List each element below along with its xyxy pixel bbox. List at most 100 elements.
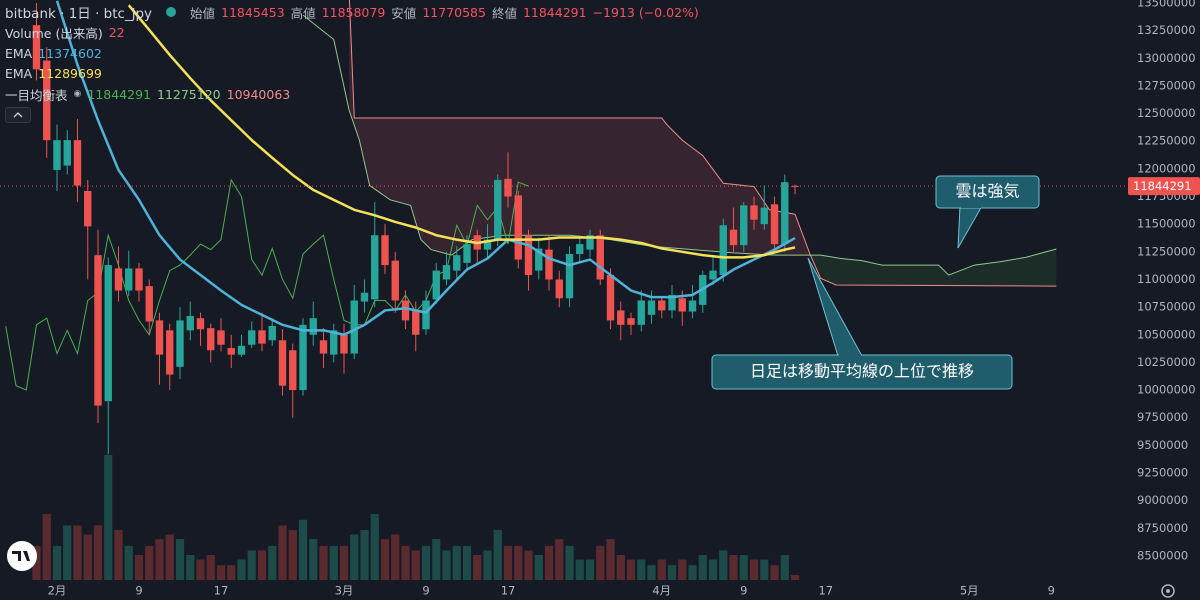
candle-body [606, 275, 615, 321]
y-tick-label: 10250000 [1137, 355, 1196, 369]
x-tick-label: 9 [135, 584, 142, 598]
volume-bar [339, 545, 349, 580]
lagging-span-line [5, 178, 529, 391]
candle-body [627, 318, 635, 325]
candle-body [135, 268, 143, 291]
candle-body [494, 179, 502, 240]
volume-bar [503, 545, 513, 580]
settings-gear[interactable] [1161, 584, 1175, 598]
volume-bar [155, 539, 164, 580]
legend-row: 一目均衡表 ◉ 11844291 11275120 10940063 [5, 84, 699, 105]
y-tick-label: 13250000 [1137, 23, 1196, 37]
ohlc-value: 11845453 [221, 4, 285, 20]
candle-body [514, 195, 522, 260]
candle-body [688, 300, 697, 312]
x-tick-label: 9 [740, 584, 747, 598]
candle-body [422, 300, 430, 330]
volume-bar [104, 454, 113, 580]
candle-body [32, 25, 41, 70]
volume-bar [739, 554, 748, 580]
candle-body [84, 190, 92, 227]
volume-bar [626, 559, 636, 580]
y-tick-label: 9750000 [1137, 410, 1188, 424]
span-a-line [302, 14, 1057, 276]
candle-body [299, 324, 307, 391]
volume-bar [749, 559, 759, 580]
volume-bar [124, 545, 133, 580]
volume-bar [114, 529, 123, 580]
logo-mark [12, 551, 30, 561]
y-tick-label: 13000000 [1137, 51, 1196, 65]
candle-body [432, 270, 440, 300]
volume-bar [237, 559, 246, 580]
header-row: bitbank · 1日 · btc_jpy 始値 11845453 高値 1185… [5, 2, 699, 23]
volume-bar [493, 529, 502, 580]
volume-bar [32, 545, 41, 580]
candle-body [309, 318, 317, 335]
candle-body [145, 286, 153, 322]
y-tick-label: 8750000 [1137, 521, 1188, 535]
y-tick-label: 12250000 [1137, 134, 1196, 148]
candle-body [401, 300, 410, 321]
settings-icon[interactable] [1161, 584, 1175, 598]
x-tick-label: 17 [818, 584, 833, 598]
y-tick-label: 10000000 [1137, 383, 1196, 397]
candle-body [258, 330, 266, 344]
volume-bar [657, 559, 666, 580]
axes: 8500000 8750000 9000000 9250000 9500000 97500… [48, 0, 1200, 598]
y-tick-label: 9500000 [1137, 438, 1188, 452]
volume-bar [462, 545, 472, 580]
legend-row: EMA 11374602 [5, 43, 699, 64]
ema-line [55, 0, 796, 337]
candle-body [576, 244, 584, 255]
candle-body [729, 229, 738, 246]
callout-joint [839, 354, 861, 357]
volume-bar [708, 559, 718, 580]
volume-bar [442, 550, 451, 580]
chevron[interactable] [13, 111, 23, 118]
logo-badge [7, 541, 37, 571]
volume-bar [432, 539, 441, 580]
logo [7, 541, 37, 571]
ohlc-label: 安値 [391, 5, 417, 21]
volume-bar [329, 545, 338, 580]
legend-value: 11374602 [38, 45, 102, 61]
candle-body [63, 140, 71, 166]
y-tick-label: 10750000 [1137, 300, 1196, 314]
candle-body [719, 225, 727, 276]
plot-area [0, 0, 1130, 580]
annotation-text: 雲は強気 [955, 182, 1019, 201]
settings-gear-center[interactable] [1166, 589, 1170, 593]
volume-bar [360, 529, 369, 580]
candle-body [268, 325, 276, 341]
candle-body [155, 320, 164, 355]
legend-value: 11844291 [87, 86, 151, 102]
y-tick-label: 12750000 [1137, 78, 1196, 92]
candle-body [176, 320, 184, 367]
y-tick-label: 12000000 [1137, 161, 1196, 175]
y-tick-label: 11000000 [1137, 272, 1196, 286]
status-dot [166, 7, 177, 18]
candle-body [586, 235, 594, 250]
price-label-box [1128, 177, 1200, 196]
collapse-button[interactable] [5, 106, 31, 123]
volume-bar [134, 554, 144, 580]
callout-joint [961, 205, 981, 208]
candle-body [217, 330, 225, 345]
legend-label: 一目均衡表 [5, 87, 68, 103]
volume-bar [678, 559, 687, 580]
volume-bar [667, 565, 677, 580]
volume-bar [452, 545, 461, 580]
volume-bar [565, 545, 574, 580]
volume-bar [411, 550, 420, 580]
candle-body [104, 265, 112, 402]
volume-bar [165, 534, 174, 580]
candle-body [381, 235, 389, 266]
candle-body [94, 255, 102, 406]
legend-value: 11289699 [38, 66, 102, 82]
candle-body [617, 310, 625, 325]
volume-bar [534, 554, 543, 580]
volume-bar [298, 519, 308, 580]
y-tick-label: 12500000 [1137, 106, 1196, 120]
